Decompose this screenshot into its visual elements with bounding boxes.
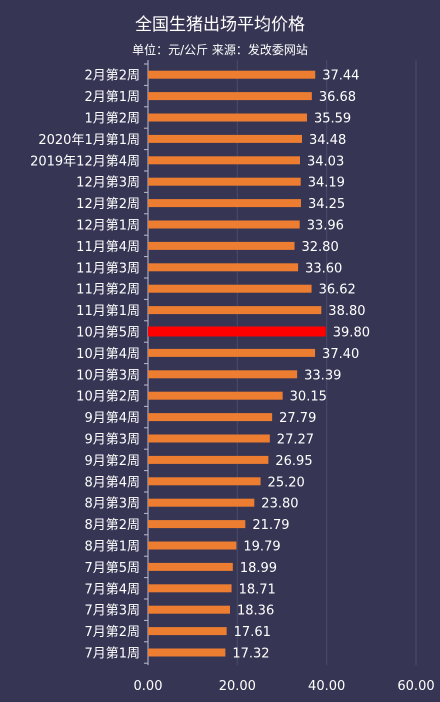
- bar-22: [148, 541, 237, 550]
- category-label-11: 11月第1周: [76, 304, 140, 319]
- value-label-24: 18.71: [239, 582, 276, 597]
- value-label-5: 34.19: [308, 176, 345, 191]
- bar-9: [148, 263, 299, 272]
- value-label-0: 37.44: [322, 69, 359, 84]
- bar-20: [148, 498, 255, 507]
- bar-18: [148, 455, 269, 464]
- chart-subtitle: 单位：元/公斤 来源：发改委网站: [132, 43, 308, 57]
- category-label-16: 9月第4周: [84, 411, 140, 426]
- bar-4: [148, 156, 301, 165]
- value-label-2: 35.59: [314, 112, 351, 127]
- category-label-8: 11月第4周: [76, 240, 140, 255]
- value-label-20: 23.80: [261, 497, 298, 512]
- bar-25: [148, 605, 231, 614]
- bar-2: [148, 113, 307, 122]
- bar-7: [148, 220, 300, 229]
- x-tick-label-1: 20.00: [219, 679, 256, 694]
- value-label-18: 26.95: [275, 454, 312, 469]
- bar-15: [148, 391, 283, 400]
- bar-14: [148, 370, 298, 379]
- value-label-19: 25.20: [268, 475, 305, 490]
- category-label-25: 7月第3周: [84, 604, 140, 619]
- category-label-0: 2月第2周: [84, 69, 140, 84]
- value-label-6: 34.25: [308, 197, 345, 212]
- value-label-26: 17.61: [234, 625, 271, 640]
- category-label-15: 10月第2周: [76, 390, 140, 405]
- value-label-3: 34.48: [309, 133, 346, 148]
- bar-1: [148, 92, 312, 101]
- category-label-19: 8月第4周: [84, 475, 140, 490]
- bar-13: [148, 348, 316, 357]
- category-label-12: 10月第5周: [76, 326, 140, 341]
- category-label-26: 7月第2周: [84, 625, 140, 640]
- bar-24: [148, 584, 232, 593]
- category-label-27: 7月第1周: [84, 647, 140, 662]
- value-label-1: 36.68: [319, 90, 356, 105]
- category-label-23: 7月第5周: [84, 561, 140, 576]
- value-label-15: 30.15: [290, 390, 327, 405]
- value-label-25: 18.36: [237, 604, 274, 619]
- category-label-10: 11月第2周: [76, 283, 140, 298]
- value-label-10: 36.62: [319, 283, 356, 298]
- bar-26: [148, 627, 227, 636]
- category-label-14: 10月第3周: [76, 368, 140, 383]
- bar-11: [148, 306, 322, 315]
- bar-27: [148, 648, 226, 657]
- category-label-7: 12月第1周: [76, 219, 140, 234]
- category-label-20: 8月第3周: [84, 497, 140, 512]
- category-label-18: 9月第2周: [84, 454, 140, 469]
- bar-6: [148, 199, 301, 208]
- category-label-2: 1月第2周: [84, 112, 140, 127]
- value-label-12: 39.80: [333, 326, 370, 341]
- category-label-9: 11月第3周: [76, 261, 140, 276]
- bar-3: [148, 134, 303, 143]
- category-label-17: 9月第3周: [84, 433, 140, 448]
- chart-title: 全国生猪出场平均价格: [135, 15, 305, 35]
- value-label-27: 17.32: [232, 647, 269, 662]
- value-label-16: 27.79: [279, 411, 316, 426]
- category-label-5: 12月第3周: [76, 176, 140, 191]
- category-label-24: 7月第4周: [84, 582, 140, 597]
- value-label-11: 38.80: [328, 304, 365, 319]
- value-label-8: 32.80: [302, 240, 339, 255]
- value-label-4: 34.03: [307, 154, 344, 169]
- bar-8: [148, 241, 295, 250]
- bar-12: [148, 326, 326, 337]
- value-label-22: 19.79: [243, 540, 280, 555]
- category-label-22: 8月第1周: [84, 540, 140, 555]
- value-label-23: 18.99: [240, 561, 277, 576]
- x-tick-label-0: 0.00: [134, 679, 163, 694]
- bar-16: [148, 413, 273, 422]
- value-label-21: 21.79: [252, 518, 289, 533]
- bar-5: [148, 177, 301, 186]
- value-label-17: 27.27: [277, 433, 314, 448]
- value-label-9: 33.60: [305, 261, 342, 276]
- bar-23: [148, 562, 233, 571]
- category-label-21: 8月第2周: [84, 518, 140, 533]
- x-tick-label-3: 60.00: [397, 679, 434, 694]
- bar-10: [148, 284, 312, 293]
- category-label-4: 2019年12月第4周: [30, 154, 140, 169]
- category-label-6: 12月第2周: [76, 197, 140, 212]
- value-label-7: 33.96: [307, 219, 344, 234]
- bar-19: [148, 477, 261, 486]
- category-label-13: 10月第4周: [76, 347, 140, 362]
- value-label-14: 33.39: [304, 368, 341, 383]
- bar-17: [148, 434, 270, 443]
- bar-0: [148, 70, 316, 79]
- x-tick-label-2: 40.00: [308, 679, 345, 694]
- bar-21: [148, 520, 246, 529]
- category-label-1: 2月第1周: [84, 90, 140, 105]
- value-label-13: 37.40: [322, 347, 359, 362]
- category-label-3: 2020年1月第1周: [38, 133, 140, 148]
